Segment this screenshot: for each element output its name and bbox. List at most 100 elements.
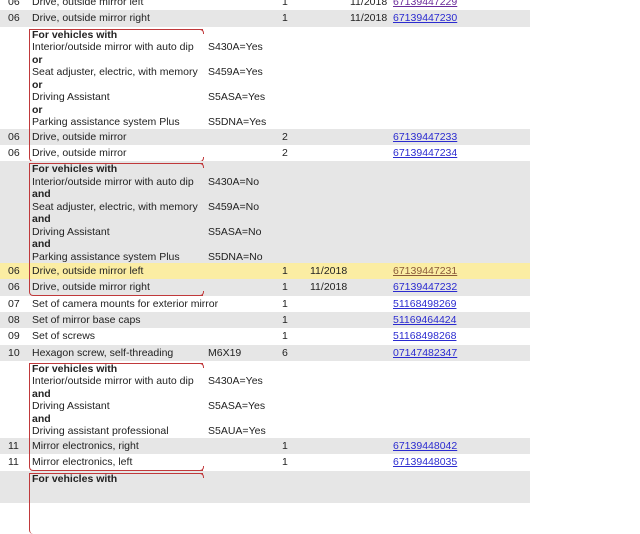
part-number-link[interactable]: 51168498269 [393,297,457,310]
part-number-cell: 67139447232 [393,279,457,295]
quantity: 1 [282,0,288,8]
condition-line: Driving Assistant S5ASA=Yes [0,91,530,104]
item-number: 06 [8,0,20,8]
item-number: 09 [8,330,20,343]
quantity: 6 [282,346,288,359]
item-number: 06 [8,12,20,25]
condition-line: Interior/outside mirror with auto dip S43… [0,375,530,388]
condition-line: Interior/outside mirror with auto dip S43… [0,176,530,189]
quantity: 2 [282,130,288,143]
item-number: 10 [8,346,20,359]
option-code: S5ASA=Yes [208,91,266,104]
table-row[interactable]: 11 Mirror electronics, right 1 67139448042 [0,437,530,455]
parts-table: 06 Drive, outside mirror left 1 11/2018 6713… [0,0,530,534]
part-description: Set of screws [32,330,96,343]
option-name: Seat adjuster, electric, with memory [32,200,198,213]
condition-header: For vehicles with [0,163,530,176]
item-number: 06 [8,265,20,278]
part-description: Drive, outside mirror [32,146,127,159]
vehicle-condition-block: For vehicles with Interior/outside mirror… [0,161,530,264]
vehicle-condition-block: For vehicles with [0,470,530,503]
option-name: Interior/outside mirror with auto dip [32,175,194,188]
part-description: Set of camera mounts for exterior mirror [32,297,219,310]
option-name: Parking assistance system Plus [32,250,180,263]
conjunction-text: and [32,188,51,201]
option-code: S5ASA=No [208,225,262,238]
quantity: 1 [282,281,288,294]
part-number-link[interactable]: 51168498268 [393,330,457,343]
option-name: Seat adjuster, electric, with memory [32,66,198,79]
table-row[interactable]: 11 Mirror electronics, left 1 67139448035 [0,454,530,470]
condition-conjunction: and [0,238,530,251]
option-code: S5AUA=Yes [208,425,266,438]
part-number-link[interactable]: 67139447234 [393,146,458,159]
part-number-cell: 67139448042 [393,438,457,454]
option-code: S5DNA=Yes [208,116,267,129]
table-row[interactable]: 06 Drive, outside mirror 2 67139447233 [0,128,530,145]
conjunction-text: and [32,238,51,251]
part-number-cell: 67139447234 [393,145,457,161]
production-date: 11/2018 [350,12,388,25]
condition-header: For vehicles with [0,363,530,376]
item-number: 07 [8,297,20,310]
part-description: Mirror electronics, right [32,439,139,452]
part-number-cell: 67139447229 [393,0,457,10]
option-code: S459A=Yes [208,66,263,79]
option-name: Interior/outside mirror with auto dip [32,375,194,388]
option-name: Driving assistant professional [32,425,169,438]
table-row[interactable]: 06 Drive, outside mirror left 1 11/2018 6713… [0,0,530,10]
conjunction-text: and [32,213,51,226]
part-number-link[interactable]: 67139447231 [393,265,458,278]
item-number: 08 [8,314,20,327]
table-row[interactable]: 07 Set of camera mounts for exterior mirr… [0,296,530,312]
option-code: S430A=No [208,175,260,188]
part-number-link[interactable]: 67139447230 [393,12,458,25]
table-row[interactable]: 06 Drive, outside mirror left 1 11/2018 6713… [0,263,530,280]
option-code: S459A=No [208,200,260,213]
option-code: S430A=Yes [208,375,263,388]
conjunction-text: and [32,387,51,400]
condition-header-text: For vehicles with [32,163,118,176]
part-number-cell: 51168498269 [393,296,456,312]
conjunction-text: or [32,53,43,66]
conjunction-text: or [32,103,43,116]
part-number-link[interactable]: 67139447229 [393,0,458,8]
condition-line: Interior/outside mirror with auto dip S43… [0,41,530,54]
part-number-link[interactable]: 67139447233 [393,130,458,143]
item-number: 11 [8,439,19,452]
part-description: Hexagon screw, self-threading [32,346,174,359]
part-number-cell: 67139448035 [393,454,457,470]
item-number: 11 [8,456,19,469]
table-row[interactable]: 06 Drive, outside mirror right 1 11/2018 671… [0,10,530,27]
part-number-link[interactable]: 67139448035 [393,456,458,469]
table-row[interactable]: 09 Set of screws 1 51168498268 [0,328,530,344]
production-date: 11/2018 [310,265,348,278]
production-date: 11/2018 [310,281,348,294]
quantity: 2 [282,146,288,159]
part-description: Drive, outside mirror right [32,281,150,294]
table-row[interactable]: 08 Set of mirror base caps 1 51169464424 [0,312,530,329]
item-number: 06 [8,281,20,294]
part-number-link[interactable]: 51169464424 [393,314,457,327]
condition-line: Driving assistant professional S5AUA=Yes [0,425,530,438]
part-number-link[interactable]: 07147482347 [393,346,458,359]
part-number-link[interactable]: 67139447232 [393,281,458,294]
quantity: 1 [282,439,288,452]
table-row[interactable]: 06 Drive, outside mirror 2 67139447234 [0,145,530,161]
condition-conjunction: and [0,413,530,426]
quantity: 1 [282,314,288,327]
quantity: 1 [282,456,288,469]
part-description: Drive, outside mirror right [32,12,150,25]
quantity: 1 [282,330,288,343]
part-number-cell: 67139447230 [393,10,457,26]
condition-header: For vehicles with [0,29,530,42]
part-number-cell: 67139447231 [393,263,457,279]
option-name: Parking assistance system Plus [32,116,180,129]
condition-conjunction: and [0,213,530,226]
table-row[interactable]: 06 Drive, outside mirror right 1 11/2018 671… [0,279,530,296]
table-row[interactable]: 10 Hexagon screw, self-threading M6X19 6 071… [0,344,530,361]
part-number-cell: 51168498268 [393,328,456,344]
vehicle-condition-block: For vehicles with Interior/outside mirror… [0,27,530,129]
part-number-link[interactable]: 67139448042 [393,439,458,452]
condition-conjunction: and [0,388,530,401]
